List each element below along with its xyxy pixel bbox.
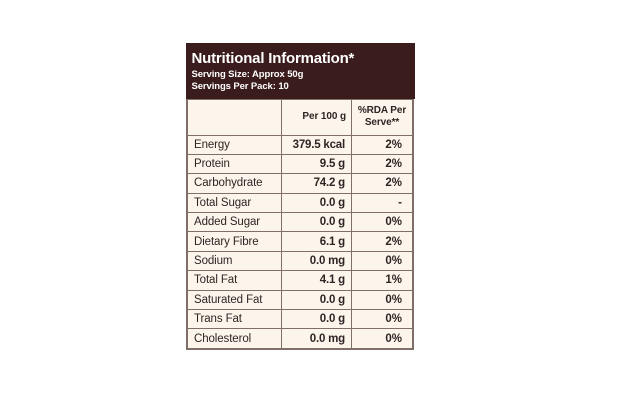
table-row: Trans Fat 0.0 g 0%: [187, 309, 413, 330]
column-header-per-100g: Per 100 g: [281, 98, 352, 136]
row-value-rda: 0%: [351, 328, 413, 349]
panel-header: Nutritional Information* Serving Size: A…: [185, 42, 415, 99]
table-body: Energy 379.5 kcal 2% Protein 9.5 g 2% Ca…: [187, 134, 413, 349]
table-row: Carbohydrate 74.2 g 2%: [187, 173, 413, 194]
table-row: Total Sugar 0.0 g -: [187, 192, 413, 214]
table-row: Saturated Fat 0.0 g 0%: [187, 289, 413, 311]
table-row: Cholesterol 0.0 mg 0%: [187, 328, 413, 349]
row-label: Added Sugar: [187, 212, 282, 233]
row-value-rda: 0%: [351, 289, 413, 311]
row-value-per-100g: 0.0 mg: [281, 328, 352, 349]
row-value-per-100g: 0.0 g: [281, 212, 352, 233]
row-value-per-100g: 0.0 mg: [281, 250, 352, 272]
row-value-per-100g: 379.5 kcal: [281, 134, 352, 155]
row-value-rda: 2%: [351, 153, 413, 175]
table-row: Energy 379.5 kcal 2%: [187, 134, 413, 155]
table-row: Dietary Fibre 6.1 g 2%: [187, 231, 413, 252]
row-value-rda: -: [351, 192, 413, 214]
panel-title: Nutritional Information*: [191, 49, 355, 67]
table-row: Protein 9.5 g 2%: [187, 153, 413, 175]
row-label: Total Fat: [187, 270, 282, 291]
row-value-rda: 2%: [351, 134, 413, 155]
servings-per-pack-text: Servings Per Pack: 10: [191, 81, 289, 92]
row-value-per-100g: 0.0 g: [281, 192, 352, 214]
row-value-rda: 1%: [351, 270, 413, 291]
row-value-per-100g: 74.2 g: [281, 173, 352, 194]
row-value-per-100g: 4.1 g: [281, 270, 352, 291]
table-header-row: Per 100 g %RDA Per Serve**: [187, 98, 413, 136]
serving-size-text: Serving Size: Approx 50g: [191, 68, 304, 80]
row-value-per-100g: 0.0 g: [281, 289, 352, 311]
row-value-rda: 0%: [351, 309, 413, 330]
row-label: Dietary Fibre: [187, 231, 282, 252]
column-header-empty: [187, 98, 282, 136]
row-value-per-100g: 6.1 g: [281, 231, 352, 252]
table-row: Added Sugar 0.0 g 0%: [187, 212, 413, 233]
row-label: Saturated Fat: [187, 289, 282, 311]
row-value-rda: 2%: [351, 231, 413, 252]
row-label: Trans Fat: [187, 309, 282, 330]
row-value-rda: 0%: [351, 250, 413, 272]
row-label: Total Sugar: [187, 192, 282, 214]
row-label: Carbohydrate: [187, 173, 282, 194]
column-header-rda-per-serve: %RDA Per Serve**: [351, 98, 413, 136]
row-value-per-100g: 0.0 g: [281, 309, 352, 330]
row-label: Cholesterol: [187, 328, 282, 349]
row-value-rda: 2%: [351, 173, 413, 194]
row-value-per-100g: 9.5 g: [281, 153, 352, 175]
nutrition-panel: Nutritional Information* Serving Size: A…: [185, 42, 415, 350]
row-value-rda: 0%: [351, 212, 413, 233]
row-label: Sodium: [187, 250, 282, 272]
row-label: Energy: [187, 134, 282, 155]
table-row: Total Fat 4.1 g 1%: [187, 270, 413, 291]
table-row: Sodium 0.0 mg 0%: [187, 250, 413, 272]
nutrition-table: Per 100 g %RDA Per Serve** Energy 379.5 …: [187, 98, 413, 349]
row-label: Protein: [187, 153, 282, 175]
